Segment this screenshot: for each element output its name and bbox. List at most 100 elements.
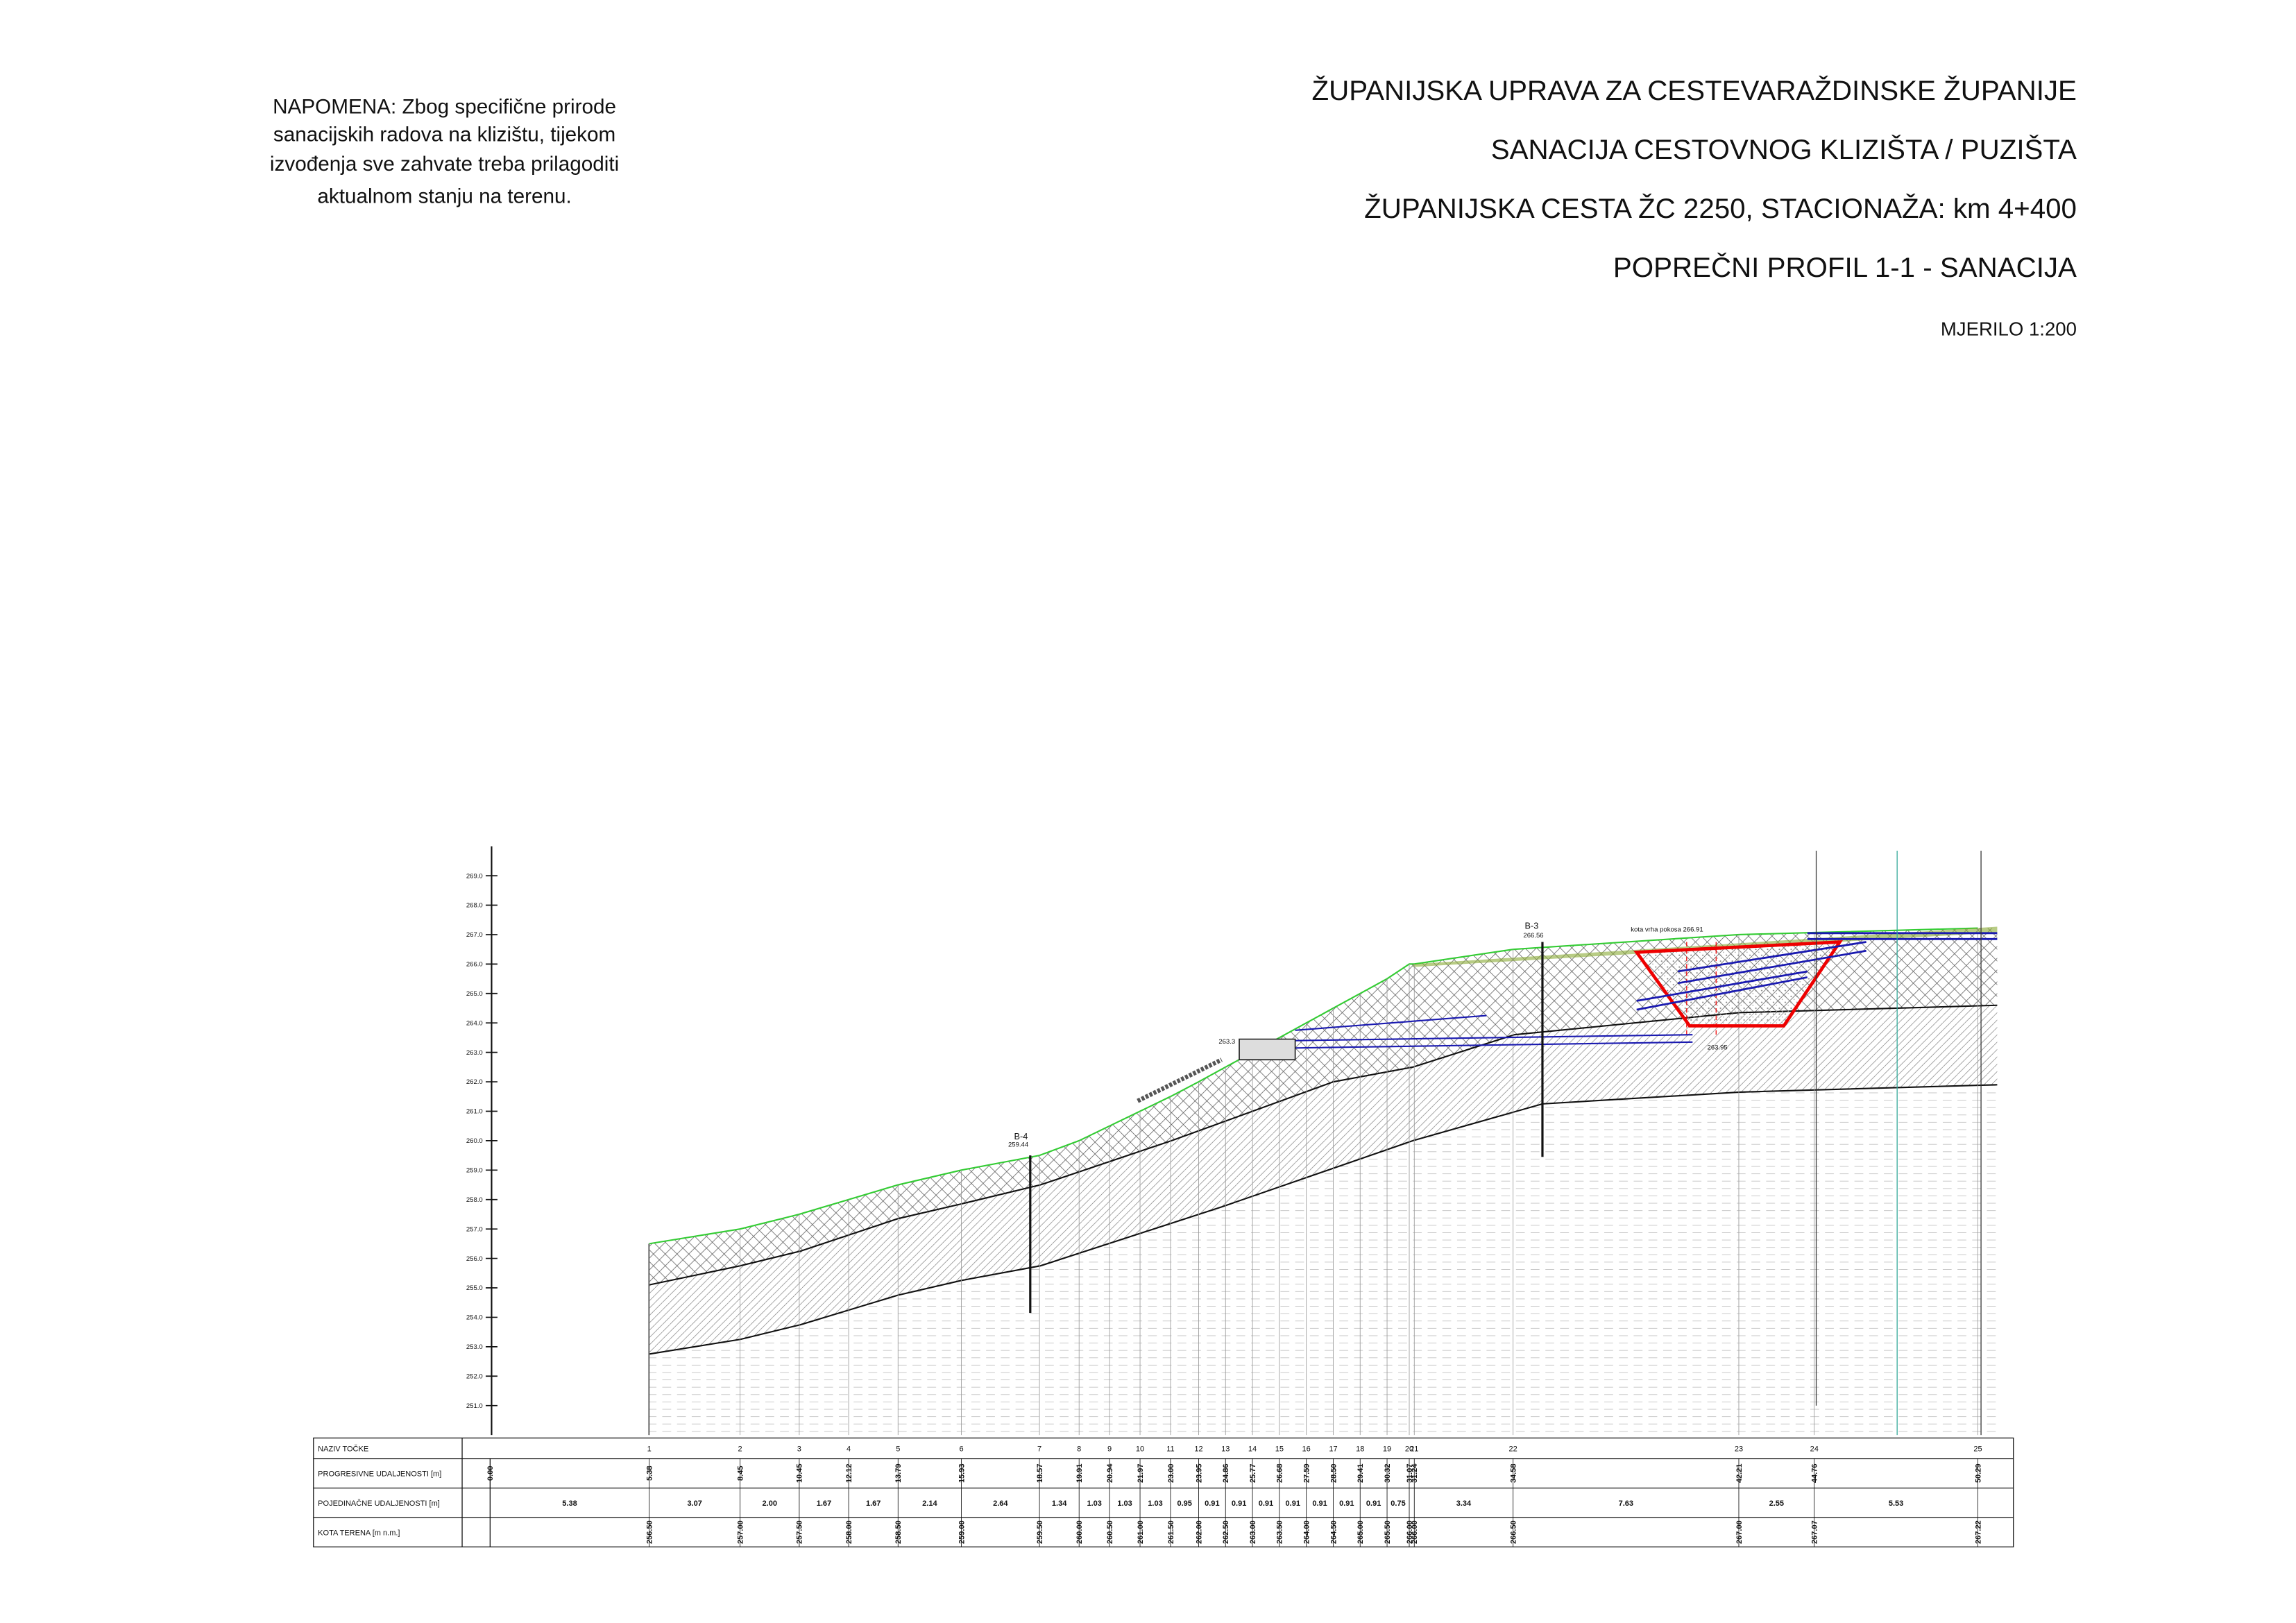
terrain-elevation: 257.00 bbox=[736, 1520, 745, 1544]
terrain-elevation: 259.00 bbox=[958, 1520, 966, 1544]
segment-distance: 0.91 bbox=[1366, 1499, 1381, 1508]
terrain-elevation: 257.50 bbox=[796, 1520, 804, 1544]
point-name: 7 bbox=[1037, 1445, 1041, 1453]
row-label: PROGRESIVNE UDALJENOSTI [m] bbox=[318, 1470, 441, 1479]
terrain-elevation: 267.07 bbox=[1811, 1520, 1819, 1544]
tick-label: 256.0 bbox=[466, 1255, 483, 1263]
segment-distance: 3.34 bbox=[1456, 1499, 1472, 1508]
title-block: ŽUPANIJSKA UPRAVA ZA CESTEVARAŽDINSKE ŽU… bbox=[1312, 75, 2077, 339]
note-line: sanacijskih radova na klizištu, tijekom bbox=[273, 124, 615, 146]
segment-distance: 1.03 bbox=[1117, 1499, 1132, 1508]
segment-distance: 0.75 bbox=[1391, 1499, 1405, 1508]
terrain-elevation: 261.50 bbox=[1167, 1520, 1175, 1544]
tick-label: 260.0 bbox=[466, 1137, 483, 1145]
point-name: 3 bbox=[797, 1445, 801, 1453]
topsoil bbox=[1413, 926, 1998, 967]
point-name: 20 bbox=[1405, 1445, 1413, 1453]
drain-pipe bbox=[1636, 941, 1866, 1011]
note-line: aktualnom stanju na terenu. bbox=[317, 185, 571, 208]
segment-distance: 0.91 bbox=[1286, 1499, 1300, 1508]
progressive-distance: 5.38 bbox=[646, 1466, 654, 1481]
segment-distance: 5.38 bbox=[562, 1499, 577, 1508]
tick-label: 251.0 bbox=[466, 1402, 483, 1410]
point-name: 1 bbox=[647, 1445, 652, 1453]
segment-distance: 0.91 bbox=[1259, 1499, 1273, 1508]
segment-distance: 1.34 bbox=[1052, 1499, 1067, 1508]
terrain-elevation: 266.00 bbox=[1411, 1520, 1419, 1544]
segment-distance: 2.64 bbox=[993, 1499, 1008, 1508]
point-name: 15 bbox=[1275, 1445, 1284, 1453]
soil-layers bbox=[648, 926, 1998, 1436]
segment-distance: 2.00 bbox=[763, 1499, 777, 1508]
table-frame bbox=[313, 1437, 2014, 1547]
tick-label: 268.0 bbox=[466, 902, 483, 910]
tick-label: 255.0 bbox=[466, 1284, 483, 1292]
terrain-elevation: 266.50 bbox=[1509, 1520, 1517, 1544]
progressive-distance: 15.93 bbox=[958, 1463, 966, 1483]
title-line: ŽUPANIJSKA UPRAVA ZA CESTEVARAŽDINSKE ŽU… bbox=[1312, 75, 2077, 106]
tick-label: 263.0 bbox=[466, 1049, 483, 1057]
tick-label: 252.0 bbox=[466, 1373, 483, 1380]
segment-distance: 1.67 bbox=[866, 1499, 881, 1508]
terrain-elevation: 266.00 bbox=[1406, 1520, 1414, 1544]
elevation-axis: 251.0 252.0 253.0 254.0 255.0 256.0 257.0 258.0… bbox=[466, 846, 498, 1436]
layer-top bbox=[649, 928, 1998, 1285]
segment-distance: 0.91 bbox=[1339, 1499, 1354, 1508]
point-name: 11 bbox=[1166, 1445, 1174, 1453]
progressive-distance: 8.45 bbox=[736, 1466, 745, 1481]
slope-protection bbox=[1137, 1057, 1223, 1103]
terrain-elevation: 265.00 bbox=[1357, 1520, 1365, 1544]
note-line: izvođenja sve zahvate treba prilagoditi bbox=[270, 153, 619, 176]
progressive-distance: 20.94 bbox=[1106, 1463, 1114, 1483]
segment-distance: 0.91 bbox=[1312, 1499, 1327, 1508]
tick-label: 267.0 bbox=[466, 931, 483, 939]
title-line: SANACIJA CESTOVNOG KLIZIŠTA / PUZIŠTA bbox=[1491, 134, 2077, 165]
progressive-distance: 19.91 bbox=[1075, 1463, 1084, 1483]
progressive-distance: 44.76 bbox=[1811, 1463, 1819, 1483]
progressive-distance: 26.68 bbox=[1276, 1463, 1284, 1483]
terrain-elevation: 267.22 bbox=[1974, 1520, 1982, 1544]
terrain-elevation: 263.50 bbox=[1276, 1520, 1284, 1544]
terrain-elevation: 260.00 bbox=[1075, 1520, 1084, 1544]
progressive-distance: 23.00 bbox=[1167, 1463, 1175, 1483]
title-line: ŽUPANIJSKA CESTA ŽC 2250, STACIONAŽA: km… bbox=[1364, 193, 2077, 224]
annotation: 263.3 bbox=[1218, 1038, 1235, 1046]
tick-label: 261.0 bbox=[466, 1108, 483, 1116]
terrain-elevation: 262.00 bbox=[1195, 1520, 1203, 1544]
tick-label: 264.0 bbox=[466, 1019, 483, 1027]
road-surface bbox=[1807, 932, 1998, 940]
terrain-elevation: 258.00 bbox=[845, 1520, 853, 1544]
segment-distance: 2.55 bbox=[1769, 1499, 1784, 1508]
segment-distance: 7.63 bbox=[1619, 1499, 1633, 1508]
progressive-distance: 50.29 bbox=[1974, 1463, 1982, 1483]
segment-distance: 3.07 bbox=[687, 1499, 701, 1508]
point-name: 25 bbox=[1973, 1445, 1982, 1453]
annotation: B-3 bbox=[1525, 920, 1539, 931]
progressive-distance: 30.32 bbox=[1384, 1463, 1392, 1483]
row-label: KOTA TERENA [m n.m.] bbox=[318, 1529, 400, 1537]
row-label: POJEDINAČNE UDALJENOSTI [m] bbox=[318, 1499, 440, 1508]
progressive-distance: 24.86 bbox=[1222, 1463, 1230, 1483]
progressive-distance: 12.12 bbox=[845, 1463, 853, 1483]
progressive-distance: 31.24 bbox=[1411, 1463, 1419, 1483]
annotation: kota vrha pokosa 266.91 bbox=[1631, 926, 1703, 934]
terrain-elevation: 262.50 bbox=[1222, 1520, 1230, 1544]
tick-label: 265.0 bbox=[466, 990, 483, 998]
point-name: 21 bbox=[1410, 1445, 1418, 1453]
point-name: 6 bbox=[959, 1445, 963, 1453]
layer-middle bbox=[649, 1005, 1998, 1354]
segment-distance: 1.67 bbox=[817, 1499, 831, 1508]
structures bbox=[1029, 851, 1998, 1436]
annotation: 259.44 bbox=[1008, 1141, 1029, 1148]
scale: MJERILO 1:200 bbox=[1941, 318, 2077, 340]
profile-table: NAZIV TOČKE PROGRESIVNE UDALJENOSTI [m] … bbox=[313, 1437, 2014, 1547]
progressive-distance: 21.97 bbox=[1137, 1463, 1145, 1483]
point-name: 4 bbox=[847, 1445, 851, 1453]
progressive-distance: 34.58 bbox=[1509, 1463, 1517, 1483]
terrain-elevation: 264.00 bbox=[1302, 1520, 1311, 1544]
tick-label: 269.0 bbox=[466, 872, 483, 880]
layer-boundary bbox=[649, 1004, 1998, 1286]
progressive-distance: 25.77 bbox=[1249, 1463, 1257, 1483]
